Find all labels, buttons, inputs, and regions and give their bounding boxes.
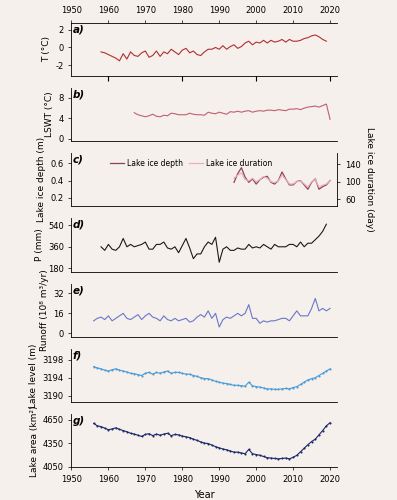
Y-axis label: Lake area (km²): Lake area (km²) — [29, 405, 39, 476]
Y-axis label: P (mm): P (mm) — [35, 228, 44, 262]
Legend: Lake ice depth, Lake ice duration: Lake ice depth, Lake ice duration — [107, 156, 275, 171]
Y-axis label: LSWT (°C): LSWT (°C) — [45, 92, 54, 138]
Y-axis label: T (°C): T (°C) — [42, 36, 51, 62]
Y-axis label: Runoff (10⁸ m³/yr): Runoff (10⁸ m³/yr) — [40, 270, 49, 351]
Y-axis label: Lake ice depth (m): Lake ice depth (m) — [37, 137, 46, 222]
Y-axis label: Lake ice duration (day): Lake ice duration (day) — [365, 128, 374, 232]
Text: c): c) — [73, 154, 84, 164]
Text: g): g) — [73, 416, 85, 426]
Y-axis label: Lake level (m): Lake level (m) — [29, 344, 39, 407]
Text: d): d) — [73, 220, 85, 230]
Text: a): a) — [73, 24, 85, 34]
Text: e): e) — [73, 285, 85, 295]
X-axis label: Year: Year — [194, 490, 215, 500]
Text: f): f) — [73, 350, 82, 360]
Text: b): b) — [73, 90, 85, 100]
